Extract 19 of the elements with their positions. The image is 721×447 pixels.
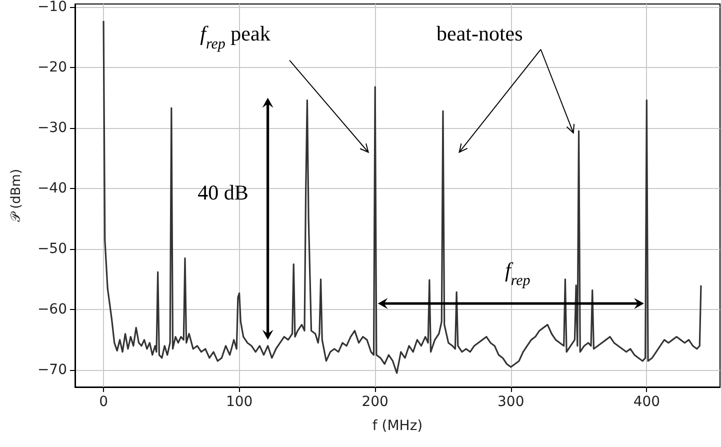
y-axis-title: 𝒫 (dBm)	[9, 168, 24, 222]
y-tick-label: −30	[37, 120, 67, 136]
y-tick-label: −20	[37, 60, 67, 76]
y-tick-label: −10	[37, 0, 67, 16]
annotation: f$_{rep}$	[505, 258, 531, 289]
x-axis-title: f (MHz)	[372, 418, 423, 434]
x-tick-label: 100	[226, 394, 253, 410]
annotation: f$_{rep}$ peak	[200, 21, 271, 52]
x-tick-label: 0	[99, 394, 108, 410]
x-tick-label: 400	[633, 394, 660, 410]
y-tick-label: −40	[37, 180, 67, 197]
annotation: 40 dB	[198, 180, 248, 204]
y-tick-label: −50	[37, 241, 67, 258]
y-tick-label: −60	[37, 302, 67, 318]
line-series	[102, 20, 702, 374]
x-tick-label: 200	[362, 394, 388, 410]
x-tick-label: 300	[498, 394, 524, 410]
annotation: beat-notes	[436, 21, 523, 46]
y-tick-label: −70	[37, 362, 67, 378]
